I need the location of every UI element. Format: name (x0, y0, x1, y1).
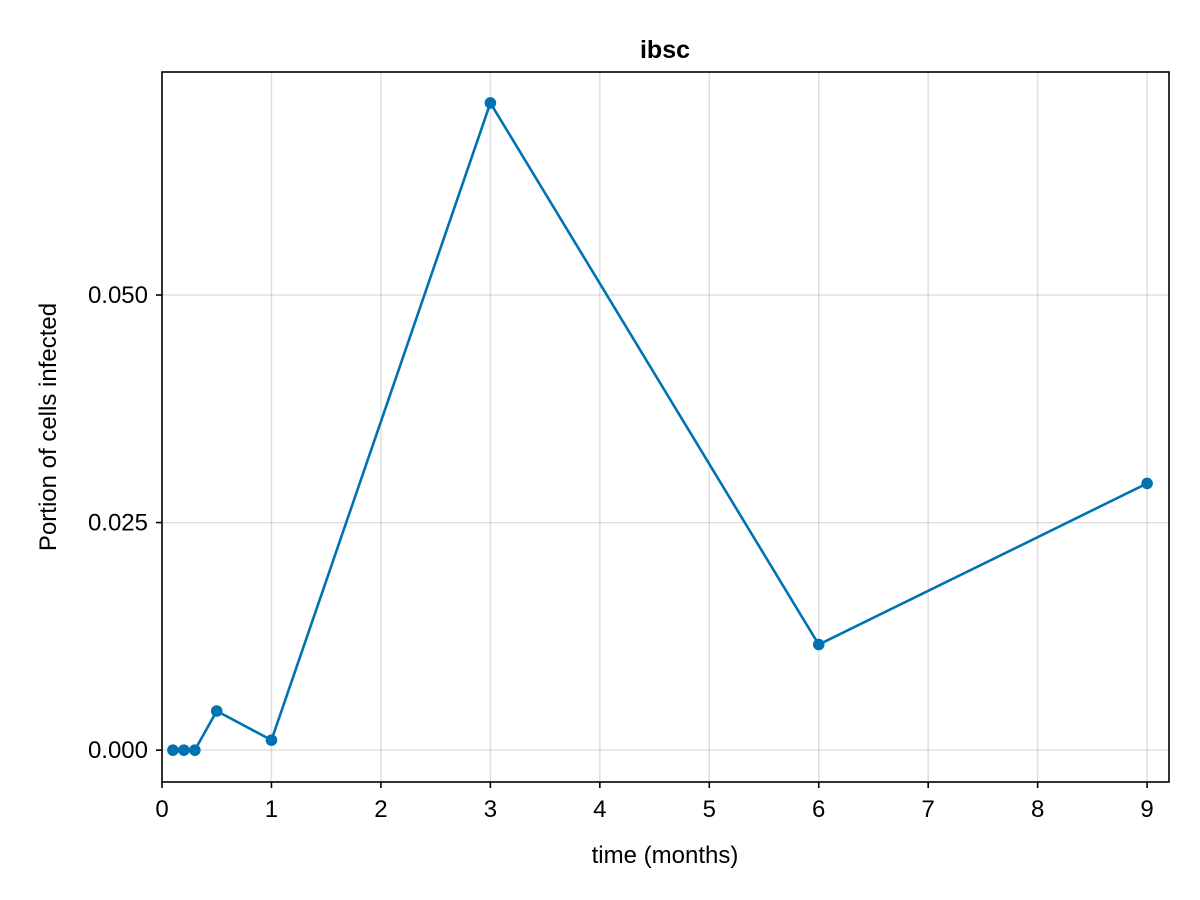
axis-ticks (156, 294, 1148, 788)
data-point (812, 638, 825, 651)
x-axis-tick-labels: 0 1 2 3 4 5 6 7 8 9 (155, 796, 1153, 823)
x-tick-label: 5 (703, 796, 716, 823)
data-point (167, 744, 179, 756)
x-axis-label: time (months) (592, 842, 739, 869)
data-point (178, 744, 190, 756)
y-axis-label: Portion of cells infected (35, 303, 62, 551)
y-axis-tick-labels: 0.000 0.025 0.050 (88, 282, 148, 764)
grid-lines (161, 72, 1169, 782)
x-tick-label: 8 (1031, 796, 1044, 823)
data-point (484, 97, 497, 109)
y-tick-label: 0.000 (88, 737, 148, 764)
data-series (167, 97, 1153, 756)
x-tick-label: 0 (155, 796, 168, 823)
x-tick-label: 7 (922, 796, 935, 823)
x-tick-label: 1 (265, 796, 278, 823)
chart-title: ibsc (640, 36, 690, 64)
y-tick-label: 0.050 (88, 282, 148, 309)
data-point (210, 705, 223, 717)
data-point (265, 734, 278, 746)
data-point (1141, 477, 1153, 490)
x-tick-label: 2 (374, 796, 387, 823)
x-tick-label: 3 (484, 796, 497, 823)
x-tick-label: 4 (593, 796, 606, 823)
data-point (189, 744, 201, 756)
x-tick-label: 6 (812, 796, 825, 823)
y-tick-label: 0.025 (88, 510, 148, 537)
plot-area-frame (161, 71, 1170, 783)
x-tick-label: 9 (1140, 796, 1153, 823)
